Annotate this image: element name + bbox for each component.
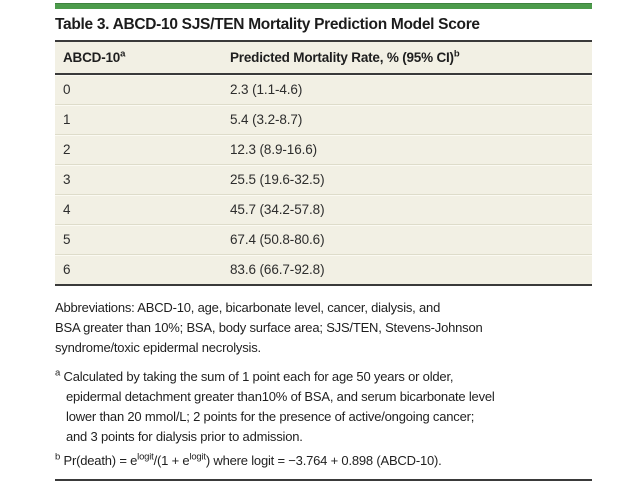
footnote-b-text: Pr(death) = e [63, 453, 138, 468]
header-cell-score: ABCD-10a [55, 48, 230, 65]
abbreviations-line: Abbreviations: ABCD-10, age, bicarbonate… [55, 300, 441, 315]
header-rate-label: Predicted Mortality Rate, % (95% CI) [230, 50, 454, 65]
header-score-label: ABCD-10 [63, 50, 121, 65]
rate-cell: 83.6 (66.7-92.8) [230, 262, 325, 277]
rate-cell: 5.4 (3.2-8.7) [230, 112, 303, 127]
footnote-a-text: Calculated by taking the sum of 1 point … [63, 369, 454, 384]
footnote-a-line: lower than 20 mmol/L; 2 points for the p… [66, 409, 475, 424]
abbreviations-note: Abbreviations: ABCD-10, age, bicarbonate… [55, 298, 592, 358]
score-cell: 3 [63, 172, 71, 187]
rate-cell: 12.3 (8.9-16.6) [230, 142, 318, 157]
table-row: 6 83.6 (66.7-92.8) [55, 254, 592, 284]
table-figure: Table 3. ABCD-10 SJS/TEN Mortality Predi… [55, 0, 592, 481]
logit-exponent: logit [137, 451, 154, 463]
footnote-b-text: ) where logit = −3.764 + 0.898 (ABCD-10)… [205, 453, 442, 468]
header-rate-footnote-marker: b [453, 48, 460, 60]
footnote-a-line: a Calculated by taking the sum of 1 poin… [55, 367, 592, 387]
table-row: 0 2.3 (1.1-4.6) [55, 75, 592, 104]
footnote-a-line: epidermal detachment greater than10% of … [66, 389, 495, 404]
table-body: 0 2.3 (1.1-4.6) 1 5.4 (3.2-8.7) 2 12.3 (… [55, 75, 592, 286]
footnote-b: b Pr(death) = elogit/(1 + elogit) where … [55, 451, 592, 471]
score-cell: 0 [63, 82, 71, 97]
score-cell: 2 [63, 142, 71, 157]
footnote-b-marker: b [55, 451, 61, 463]
rate-cell: 45.7 (34.2-57.8) [230, 202, 325, 217]
table-row: 3 25.5 (19.6-32.5) [55, 164, 592, 194]
header-score-footnote-marker: a [120, 48, 126, 60]
mortality-table: ABCD-10a Predicted Mortality Rate, % (95… [55, 42, 592, 286]
score-cell: 4 [63, 202, 71, 217]
title-rule [55, 40, 592, 42]
rate-cell: 25.5 (19.6-32.5) [230, 172, 325, 187]
accent-bar [55, 3, 592, 9]
table-title: Table 3. ABCD-10 SJS/TEN Mortality Predi… [55, 16, 480, 33]
header-cell-rate: Predicted Mortality Rate, % (95% CI)b [230, 48, 592, 65]
footnote-b-text: /(1 + e [153, 453, 190, 468]
score-cell: 1 [63, 112, 71, 127]
table-row: 5 67.4 (50.8-80.6) [55, 224, 592, 254]
score-cell: 6 [63, 262, 71, 277]
footnote-a: a Calculated by taking the sum of 1 poin… [55, 367, 592, 447]
logit-exponent: logit [189, 451, 206, 463]
table-row: 1 5.4 (3.2-8.7) [55, 104, 592, 134]
rate-cell: 67.4 (50.8-80.6) [230, 232, 325, 247]
table-row: 4 45.7 (34.2-57.8) [55, 194, 592, 224]
abbreviations-line: BSA greater than 10%; BSA, body surface … [55, 320, 483, 335]
abbreviations-line: syndrome/toxic epidermal necrolysis. [55, 340, 261, 355]
table-header-row: ABCD-10a Predicted Mortality Rate, % (95… [55, 42, 592, 75]
rate-cell: 2.3 (1.1-4.6) [230, 82, 303, 97]
footnote-a-line: and 3 points for dialysis prior to admis… [66, 429, 303, 444]
score-cell: 5 [63, 232, 71, 247]
footnote-a-marker: a [55, 367, 61, 379]
table-row: 2 12.3 (8.9-16.6) [55, 134, 592, 164]
